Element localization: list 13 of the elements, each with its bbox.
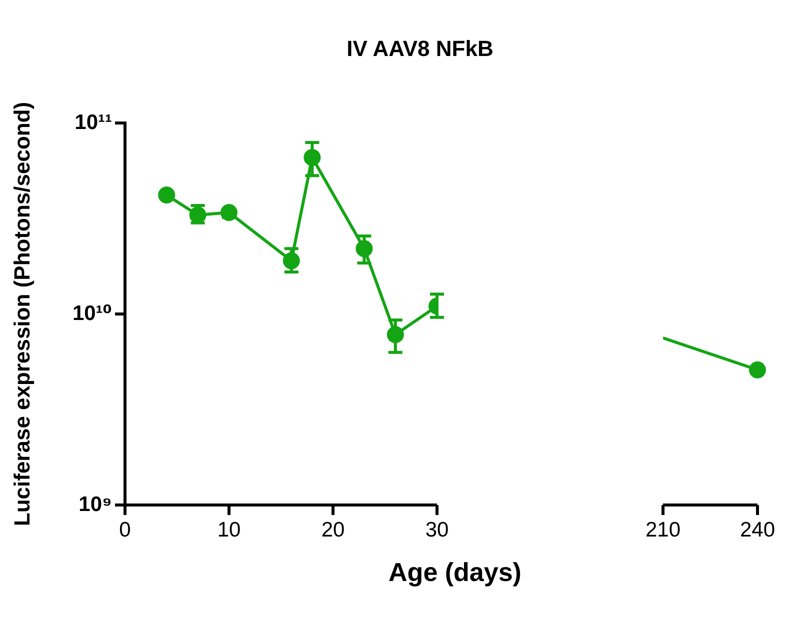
x-tick-label: 30 bbox=[425, 518, 449, 542]
x-tick-label: 0 bbox=[119, 518, 131, 542]
chart-title: IV AAV8 NFkB bbox=[346, 36, 494, 62]
x-tick-label: 210 bbox=[645, 518, 681, 542]
y-tick-label: 10⁹ bbox=[78, 492, 112, 516]
y-axis-title: Luciferase expression (Photons/second) bbox=[9, 102, 34, 526]
x-tick-label: 240 bbox=[740, 518, 776, 542]
y-tick-label: 10¹¹ bbox=[74, 110, 112, 134]
point bbox=[158, 186, 176, 204]
x-tick-label: 10 bbox=[217, 518, 241, 542]
y-tick-label: 10¹⁰ bbox=[72, 302, 112, 325]
x-axis-title: Age (days) bbox=[388, 557, 522, 588]
x-tick-label: 20 bbox=[321, 518, 345, 542]
